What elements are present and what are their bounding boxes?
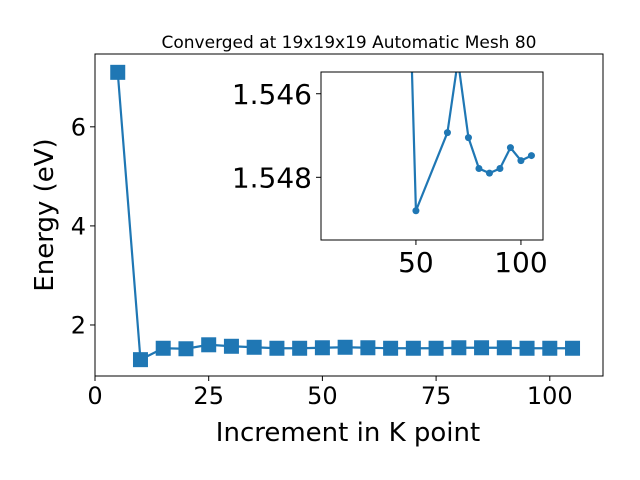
x-tick-label: 0 xyxy=(87,382,102,410)
marker xyxy=(527,152,535,160)
plot-area xyxy=(321,72,543,240)
marker xyxy=(383,340,399,356)
marker xyxy=(132,352,148,368)
marker xyxy=(412,207,420,215)
marker xyxy=(542,340,558,356)
x-tick-label: 100 xyxy=(494,246,547,279)
y-tick-label: 2 xyxy=(71,312,86,340)
marker xyxy=(474,340,490,356)
marker xyxy=(110,64,126,80)
marker xyxy=(517,157,525,165)
marker xyxy=(496,165,504,173)
marker xyxy=(451,340,467,356)
marker xyxy=(155,340,171,356)
marker xyxy=(314,340,330,356)
y-tick-label: 1.548 xyxy=(232,161,312,194)
x-tick-label: 100 xyxy=(527,382,573,410)
marker xyxy=(360,340,376,356)
marker xyxy=(506,144,514,152)
y-tick-label: 4 xyxy=(71,213,86,241)
marker xyxy=(485,169,493,177)
marker xyxy=(496,340,512,356)
marker xyxy=(565,340,581,356)
y-tick-label: 6 xyxy=(71,113,86,141)
x-tick-label: 50 xyxy=(307,382,338,410)
marker xyxy=(337,339,353,355)
x-tick-label: 75 xyxy=(421,382,452,410)
x-axis-label: Increment in K point xyxy=(216,418,480,448)
x-tick-label: 50 xyxy=(398,246,434,279)
marker xyxy=(428,340,444,356)
marker xyxy=(246,339,262,355)
marker xyxy=(475,165,483,173)
marker xyxy=(519,340,535,356)
y-axis-label: Energy (eV) xyxy=(30,138,60,291)
axes-frame xyxy=(94,53,604,377)
y-tick-label: 1.546 xyxy=(232,78,312,111)
chart-title: Converged at 19x19x19 Automatic Mesh 80 xyxy=(162,33,537,53)
marker xyxy=(201,337,217,353)
marker xyxy=(405,340,421,356)
axes-frame xyxy=(320,71,544,241)
plot-layer xyxy=(110,64,581,368)
marker xyxy=(292,340,308,356)
marker xyxy=(443,129,451,137)
marker xyxy=(223,338,239,354)
marker xyxy=(464,134,472,142)
plot-layer xyxy=(410,72,535,215)
x-tick-label: 25 xyxy=(193,382,224,410)
marker xyxy=(269,340,285,356)
marker xyxy=(178,341,194,357)
